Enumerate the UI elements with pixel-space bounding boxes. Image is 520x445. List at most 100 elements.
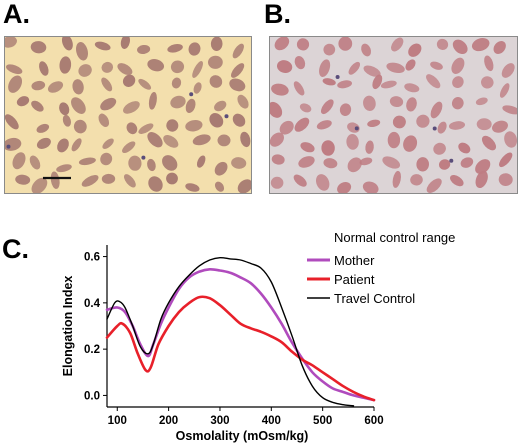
smear-a-red-cell [100, 152, 113, 166]
smear-a-red-cell [57, 138, 69, 153]
smear-a-red-cell [76, 42, 88, 61]
smear-b-red-cell [386, 62, 405, 73]
smear-b-red-cell [348, 61, 361, 75]
series-line-patient [105, 295, 376, 402]
smear-b-red-cell [346, 134, 359, 150]
smear-b-red-cell [293, 174, 307, 187]
blood-smear-image-b [270, 37, 517, 193]
smear-b-red-cell [382, 156, 401, 169]
y-tick-label: 0.6 [84, 252, 100, 264]
smear-b-red-cell [458, 142, 471, 154]
smear-a-red-cell [166, 119, 179, 132]
smear-a-red-cell [148, 91, 157, 110]
smear-a-red-cell [232, 43, 244, 59]
legend-entry-travel-control: Travel Control [334, 291, 415, 306]
smear-a-platelet [189, 92, 194, 97]
smear-a-red-cell [196, 155, 206, 168]
smear-b-red-cell [322, 78, 336, 86]
smear-b-platelet [432, 126, 437, 131]
smear-a-red-cell [78, 64, 92, 77]
smear-b-red-cell [430, 101, 443, 119]
smear-a-red-cell [147, 158, 156, 172]
smear-a-red-cell [147, 132, 163, 148]
smear-b-red-cell [403, 135, 418, 152]
blood-smear-image-a [5, 37, 251, 193]
smear-b-red-cell [493, 41, 506, 54]
smear-b-red-cell [392, 115, 406, 129]
smear-b-red-cell [481, 135, 497, 151]
smear-a-red-cell [123, 101, 140, 114]
smear-b-red-cell [416, 114, 430, 128]
smear-a-red-cell [229, 78, 246, 92]
smear-a-red-cell [101, 61, 114, 73]
smear-a-red-cell [71, 138, 82, 152]
smear-a-red-cell [6, 64, 23, 75]
smear-b-red-cell [387, 131, 401, 149]
smear-a-red-cell [117, 63, 133, 76]
smear-a-red-cell [5, 114, 19, 130]
smear-a-red-cell [214, 161, 228, 176]
smear-b-red-cell [471, 38, 490, 52]
smear-b-red-cell [410, 174, 423, 186]
smear-a-red-cell [36, 137, 51, 149]
smear-a-red-cell [170, 60, 185, 74]
smear-b-red-cell [323, 43, 336, 56]
smear-b-red-cell [279, 120, 294, 135]
micrograph-a [4, 36, 252, 194]
smear-a-red-cell [50, 171, 60, 189]
x-axis-title: Osmolality (mOsm/kg) [176, 429, 309, 443]
smear-a-red-cell [29, 155, 41, 170]
smear-a-platelet [141, 155, 146, 160]
smear-b-red-cell [299, 103, 312, 113]
smear-b-red-cell [362, 181, 379, 193]
smear-b-red-cell [492, 120, 508, 133]
smear-b-red-cell [437, 121, 447, 134]
smear-a-red-cell [214, 100, 227, 112]
smear-b-red-cell [426, 74, 441, 89]
smear-a-red-cell [31, 100, 44, 112]
smear-a-red-cell [162, 155, 178, 171]
smear-b-red-cell [426, 178, 442, 193]
smear-b-red-cell [389, 96, 404, 108]
smear-a-red-cell [171, 77, 182, 89]
smear-b-red-cell [436, 38, 449, 50]
smear-b-red-cell [274, 37, 290, 51]
smear-b-red-cell [475, 159, 491, 175]
panel-b-label: B. [264, 0, 291, 29]
smear-b-red-cell [294, 117, 310, 132]
smear-a-red-cell [166, 172, 178, 185]
smear-b-red-cell [270, 132, 284, 147]
smear-a-red-cell [217, 134, 231, 147]
x-tick-label: 300 [210, 415, 229, 427]
series-line-mother [105, 267, 376, 402]
smear-b-red-cell [460, 157, 474, 168]
smear-b-red-cell [438, 159, 451, 170]
smear-a-red-cell [231, 157, 247, 169]
smear-a-red-cell [100, 97, 117, 111]
smear-a-red-cell [102, 138, 114, 149]
smear-b-red-cell [298, 156, 315, 168]
smear-b-red-cell [300, 142, 315, 153]
smear-b-red-cell [270, 176, 284, 189]
legend-title: Normal control range [334, 230, 455, 245]
legend-entry-patient: Patient [334, 272, 375, 287]
smear-a-red-cell [101, 173, 116, 184]
smear-b-red-cell [392, 170, 401, 188]
smear-b-red-cell [450, 174, 464, 187]
smear-b-red-cell [501, 63, 515, 78]
smear-a-red-cell [185, 183, 200, 192]
x-tick-label: 200 [159, 415, 178, 427]
smear-b-red-cell [451, 97, 464, 110]
smear-a-red-cell [15, 174, 31, 185]
legend-entry-mother: Mother [334, 253, 375, 268]
smear-a-red-cell [210, 37, 223, 51]
smear-b-red-cell [448, 121, 466, 130]
smear-a-red-cell [192, 134, 211, 146]
smear-b-red-cell [475, 170, 488, 189]
smear-b-red-cell [293, 81, 305, 96]
smear-b-red-cell [498, 173, 513, 187]
smear-b-red-cell [451, 57, 465, 74]
smear-a-red-cell [30, 41, 47, 54]
smear-a-red-cell [31, 177, 48, 193]
